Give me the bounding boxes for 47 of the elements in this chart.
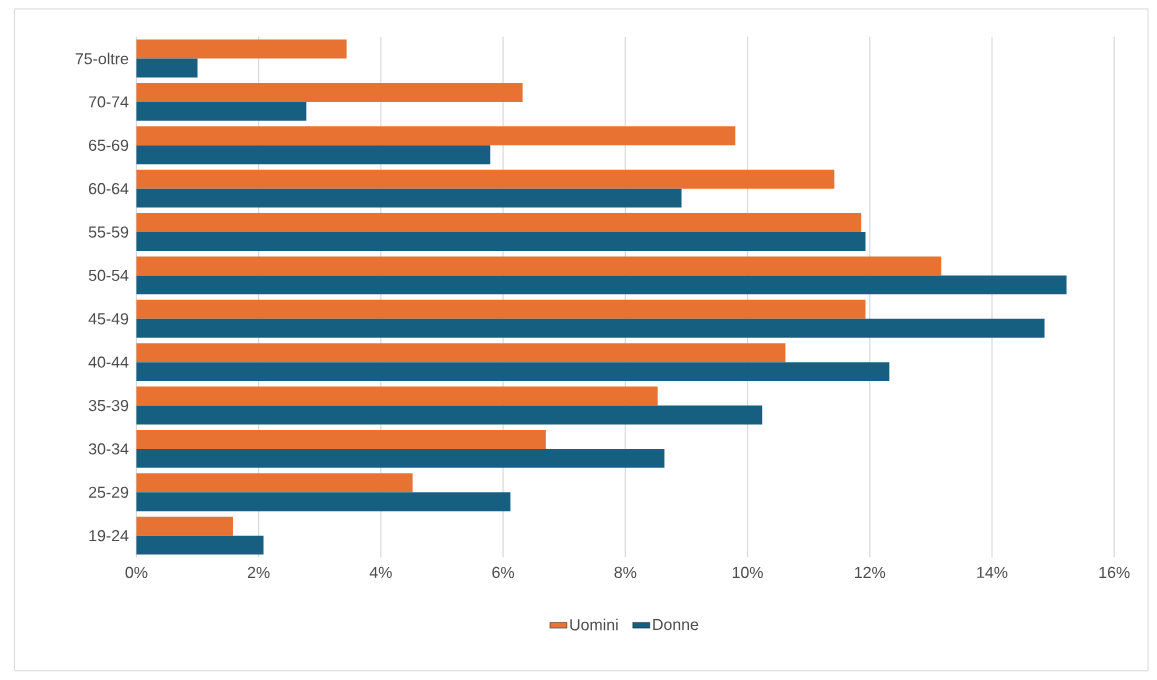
- y-tick-label: 30-34: [88, 443, 129, 455]
- legend-label: Uomini: [570, 618, 618, 631]
- y-tick-label: 60-64: [88, 183, 129, 195]
- bar: [136, 213, 862, 233]
- bar: [136, 386, 658, 406]
- bar: [136, 188, 682, 208]
- x-tick-label: 12%: [855, 566, 886, 579]
- bar: [136, 169, 835, 189]
- y-tick-label: 55-59: [88, 226, 129, 238]
- x-tick-label: 2%: [247, 566, 270, 579]
- bar: [136, 275, 1067, 295]
- bar: [136, 343, 786, 363]
- y-tick-label: 25-29: [88, 486, 129, 499]
- bar: [136, 58, 198, 78]
- bar: [136, 299, 866, 319]
- y-tick-label: 75-oltre: [75, 52, 129, 65]
- y-tick-label: 40-44: [88, 356, 129, 368]
- bar: [136, 232, 866, 252]
- x-tick-label: 0%: [125, 566, 148, 579]
- bar: [136, 473, 413, 493]
- bar: [136, 362, 890, 382]
- bar: [136, 492, 511, 512]
- x-tick-label: 10%: [732, 566, 763, 579]
- bar: [136, 449, 665, 468]
- bar: [136, 535, 264, 555]
- y-tick-label: 45-49: [88, 313, 129, 325]
- y-tick-label: 19-24: [89, 530, 129, 542]
- bar: [136, 405, 763, 425]
- bar: [136, 83, 523, 103]
- x-tick-label: 14%: [977, 566, 1008, 579]
- bar: [136, 102, 307, 121]
- x-tick-label: 8%: [614, 566, 637, 579]
- x-tick-label: 6%: [492, 566, 515, 579]
- bar: [136, 430, 546, 450]
- bar: [136, 318, 1045, 338]
- bar: [136, 516, 233, 536]
- x-tick-label: 4%: [369, 566, 392, 579]
- bar: [136, 145, 491, 165]
- bar: [136, 39, 347, 59]
- bar: [136, 256, 942, 276]
- x-tick-label: 16%: [1099, 566, 1130, 579]
- y-tick-label: 50-54: [88, 269, 129, 282]
- legend-label: Donne: [653, 619, 699, 631]
- bar: [136, 126, 736, 146]
- y-tick-label: 70-74: [88, 96, 129, 108]
- y-tick-label: 35-39: [88, 400, 129, 412]
- y-tick-label: 65-69: [88, 139, 129, 152]
